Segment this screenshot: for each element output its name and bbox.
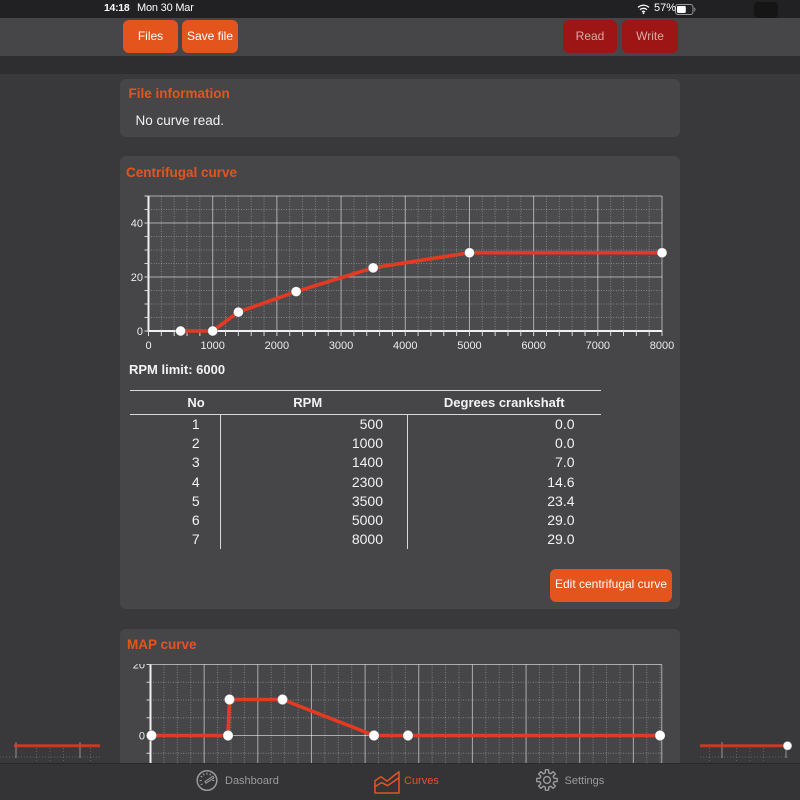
svg-text:4000: 4000 — [393, 340, 417, 352]
svg-text:8000: 8000 — [650, 340, 674, 352]
svg-text:5000: 5000 — [457, 340, 481, 352]
svg-text:6000: 6000 — [521, 340, 545, 352]
svg-text:3000: 3000 — [329, 340, 353, 352]
svg-text:0: 0 — [145, 340, 151, 352]
svg-text:40: 40 — [131, 218, 143, 230]
svg-text:20: 20 — [133, 664, 145, 672]
svg-text:2000: 2000 — [265, 340, 289, 352]
svg-text:7000: 7000 — [586, 340, 610, 352]
svg-text:0: 0 — [139, 731, 145, 743]
svg-text:1000: 1000 — [200, 340, 224, 352]
svg-text:0: 0 — [137, 326, 143, 338]
svg-text:20: 20 — [131, 272, 143, 284]
